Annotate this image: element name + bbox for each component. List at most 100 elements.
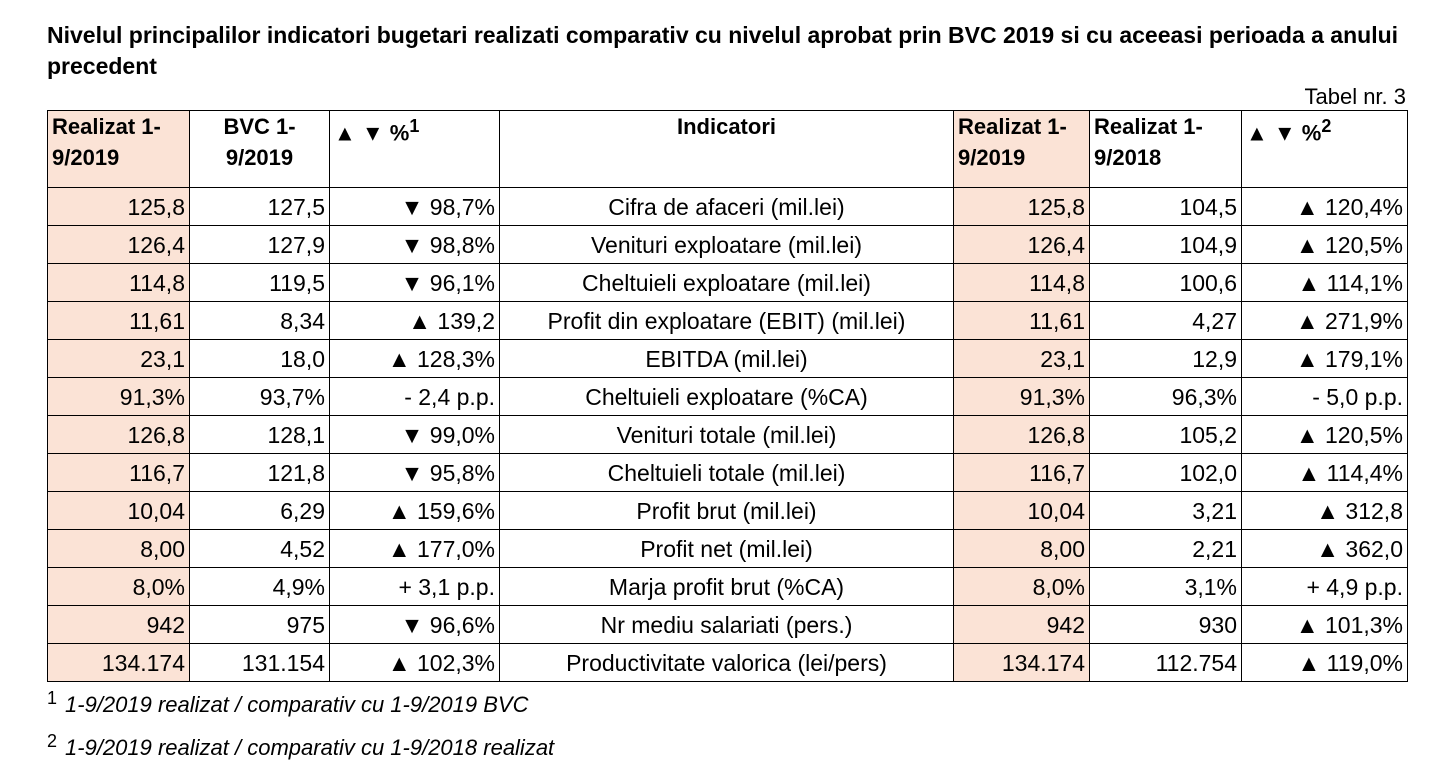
cell-realizat-2019: 126,8 [47,415,190,454]
cell-indicator: Cheltuieli exploatare (mil.lei) [499,263,954,302]
page-title: Nivelul principalilor indicatori bugetar… [47,22,1399,79]
cell-realizat-2018: 2,21 [1089,529,1242,568]
table-row: 91,3% 93,7% - 2,4 p.p. Cheltuieli exploatar… [47,377,1408,416]
cell-realizat-2019-b: 91,3% [953,377,1090,416]
cell-bvc: 128,1 [189,415,330,454]
footnote-text: 1-9/2019 realizat / comparativ cu 1-9/20… [65,692,529,717]
cell-realizat-2019: 134.174 [47,643,190,682]
cell-indicator: Profit net (mil.lei) [499,529,954,568]
cell-bvc: 975 [189,605,330,644]
header-percent-1: ▲ ▼ %1 [329,110,500,188]
table-body: 125,8 127,5 ▼ 98,7% Cifra de afaceri (mil.l… [47,187,1408,682]
cell-indicator: Cifra de afaceri (mil.lei) [499,187,954,226]
cell-percent-2: ▲ 119,0% [1241,643,1408,682]
table-row: 126,4 127,9 ▼ 98,8% Venituri exploatare (mi… [47,225,1408,264]
cell-percent-1: ▼ 96,1% [329,263,500,302]
cell-realizat-2019: 126,4 [47,225,190,264]
cell-realizat-2019: 8,00 [47,529,190,568]
cell-realizat-2019: 116,7 [47,453,190,492]
cell-percent-1: ▼ 95,8% [329,453,500,492]
cell-realizat-2019-b: 23,1 [953,339,1090,378]
cell-percent-2: + 4,9 p.p. [1241,567,1408,606]
cell-indicator: Venituri totale (mil.lei) [499,415,954,454]
cell-realizat-2018: 4,27 [1089,301,1242,340]
cell-indicator: Marja profit brut (%CA) [499,567,954,606]
cell-realizat-2019-b: 942 [953,605,1090,644]
cell-realizat-2019: 10,04 [47,491,190,530]
cell-indicator: Profit din exploatare (EBIT) (mil.lei) [499,301,954,340]
header-realizat-2019-b: Realizat 1-9/2019 [953,110,1090,188]
cell-percent-1: ▲ 102,3% [329,643,500,682]
cell-indicator: Cheltuieli exploatare (%CA) [499,377,954,416]
table-row: 134.174 131.154 ▲ 102,3% Productivitate val… [47,643,1408,682]
cell-bvc: 119,5 [189,263,330,302]
cell-realizat-2019-b: 11,61 [953,301,1090,340]
footnote-2: 2 1-9/2019 realizat / comparativ cu 1-9/2… [47,723,554,766]
cell-realizat-2019: 114,8 [47,263,190,302]
footnote-mark: 1 [47,688,58,708]
cell-percent-2: ▲ 120,4% [1241,187,1408,226]
cell-realizat-2019-b: 126,4 [953,225,1090,264]
cell-percent-1: ▲ 139,2 [329,301,500,340]
cell-percent-1: + 3,1 p.p. [329,567,500,606]
table-row: 8,0% 4,9% + 3,1 p.p. Marja profit brut (%CA… [47,567,1408,606]
footnotes: 1 1-9/2019 realizat / comparativ cu 1-9/2… [47,680,554,766]
header-percent-1-label: ▲ ▼ % [334,120,410,146]
cell-bvc: 127,5 [189,187,330,226]
cell-indicator: EBITDA (mil.lei) [499,339,954,378]
cell-percent-2: ▲ 179,1% [1241,339,1408,378]
cell-percent-2: ▲ 120,5% [1241,415,1408,454]
cell-bvc: 4,9% [189,567,330,606]
cell-indicator: Nr mediu salariati (pers.) [499,605,954,644]
header-row: Realizat 1-9/2019 BVC 1-9/2019 ▲ ▼ %1 In… [47,110,1408,188]
header-bvc: BVC 1-9/2019 [189,110,330,188]
cell-percent-2: ▲ 271,9% [1241,301,1408,340]
cell-indicator: Cheltuieli totale (mil.lei) [499,453,954,492]
cell-percent-2: ▲ 114,4% [1241,453,1408,492]
cell-realizat-2019-b: 125,8 [953,187,1090,226]
header-percent-1-sup: 1 [409,116,420,136]
cell-realizat-2018: 3,21 [1089,491,1242,530]
cell-percent-2: ▲ 362,0 [1241,529,1408,568]
table-row: 11,61 8,34 ▲ 139,2 Profit din exploatare (E… [47,301,1408,340]
cell-percent-2: ▲ 114,1% [1241,263,1408,302]
cell-percent-1: ▲ 159,6% [329,491,500,530]
header-realizat-2019: Realizat 1-9/2019 [47,110,190,188]
cell-realizat-2018: 96,3% [1089,377,1242,416]
table-row: 126,8 128,1 ▼ 99,0% Venituri totale (mil.le… [47,415,1408,454]
header-percent-2: ▲ ▼ %2 [1241,110,1408,188]
table-row: 116,7 121,8 ▼ 95,8% Cheltuieli totale (mil.… [47,453,1408,492]
cell-percent-1: ▲ 177,0% [329,529,500,568]
cell-realizat-2019-b: 10,04 [953,491,1090,530]
cell-indicator: Venituri exploatare (mil.lei) [499,225,954,264]
cell-realizat-2018: 112.754 [1089,643,1242,682]
table-row: 23,1 18,0 ▲ 128,3% EBITDA (mil.lei) 23,1 12,9… [47,339,1408,378]
cell-realizat-2018: 105,2 [1089,415,1242,454]
cell-bvc: 127,9 [189,225,330,264]
cell-realizat-2018: 12,9 [1089,339,1242,378]
cell-bvc: 131.154 [189,643,330,682]
footnote-text: 1-9/2019 realizat / comparativ cu 1-9/20… [65,735,555,760]
cell-realizat-2019: 8,0% [47,567,190,606]
cell-realizat-2018: 930 [1089,605,1242,644]
cell-percent-2: ▲ 312,8 [1241,491,1408,530]
cell-realizat-2019-b: 116,7 [953,453,1090,492]
footnote-mark: 2 [47,731,58,751]
cell-percent-2: - 5,0 p.p. [1241,377,1408,416]
cell-bvc: 18,0 [189,339,330,378]
table-row: 8,00 4,52 ▲ 177,0% Profit net (mil.lei) 8,00… [47,529,1408,568]
cell-realizat-2018: 102,0 [1089,453,1242,492]
footnote-1: 1 1-9/2019 realizat / comparativ cu 1-9/2… [47,680,554,723]
table-row: 125,8 127,5 ▼ 98,7% Cifra de afaceri (mil.l… [47,187,1408,226]
cell-realizat-2019-b: 134.174 [953,643,1090,682]
cell-realizat-2019: 23,1 [47,339,190,378]
cell-bvc: 121,8 [189,453,330,492]
cell-percent-2: ▲ 120,5% [1241,225,1408,264]
cell-realizat-2019-b: 126,8 [953,415,1090,454]
cell-indicator: Productivitate valorica (lei/pers) [499,643,954,682]
cell-realizat-2019: 942 [47,605,190,644]
header-realizat-2018: Realizat 1-9/2018 [1089,110,1242,188]
header-percent-2-label: ▲ ▼ % [1246,120,1322,146]
table-row: 942 975 ▼ 96,6% Nr mediu salariati (pers.) 9… [47,605,1408,644]
table-row: 114,8 119,5 ▼ 96,1% Cheltuieli exploatare (… [47,263,1408,302]
